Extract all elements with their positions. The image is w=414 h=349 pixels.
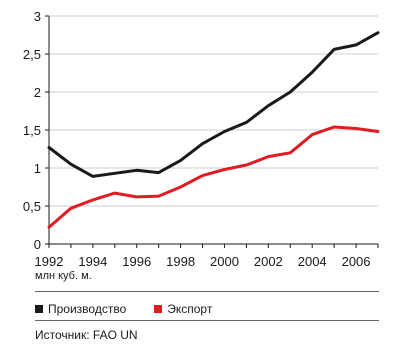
line-chart: 0 0,5 1 1,5 2 2,5 3 1992 1994 1996 1998 2000 2002 20…: [23, 9, 380, 269]
y-tick-label: 2,5: [23, 47, 41, 62]
x-tick-label: 1994: [78, 254, 107, 269]
x-tick-label: 2002: [254, 254, 283, 269]
legend: Производство Экспорт: [35, 302, 240, 316]
y-tick-labels: 0 0,5 1 1,5 2 2,5 3: [23, 9, 41, 252]
gridlines: [49, 15, 378, 207]
x-tick-label: 1992: [35, 254, 64, 269]
series-line-production: [47, 31, 380, 178]
legend-label-export: Экспорт: [167, 302, 213, 316]
x-tick-label: 2004: [298, 254, 327, 269]
legend-item-production: Производство: [35, 302, 126, 316]
x-tick-label: 1996: [122, 254, 151, 269]
series-line-export: [47, 125, 380, 229]
x-tick-label: 2006: [342, 254, 371, 269]
series-lines: [47, 31, 380, 229]
x-tick-label: 2000: [210, 254, 239, 269]
legend-swatch-production: [35, 305, 43, 313]
legend-swatch-export: [154, 305, 163, 313]
divider: [35, 320, 379, 321]
divider: [35, 291, 379, 292]
legend-label-production: Производство: [48, 302, 127, 316]
axes: [45, 15, 379, 248]
source-note: Источник: FAO UN: [35, 328, 138, 342]
y-tick-label: 1: [34, 161, 41, 176]
y-tick-label: 1,5: [23, 123, 41, 138]
y-tick-label: 3: [34, 9, 41, 24]
y-tick-label: 0,5: [23, 199, 41, 214]
unit-label: млн куб. м.: [35, 270, 92, 282]
legend-item-export: Экспорт: [154, 302, 212, 316]
x-tick-labels: 1992 1994 1996 1998 2000 2002 2004 2006: [35, 254, 371, 269]
x-tick-label: 1998: [166, 254, 195, 269]
y-tick-label: 0: [34, 237, 41, 252]
y-tick-label: 2: [34, 85, 41, 100]
